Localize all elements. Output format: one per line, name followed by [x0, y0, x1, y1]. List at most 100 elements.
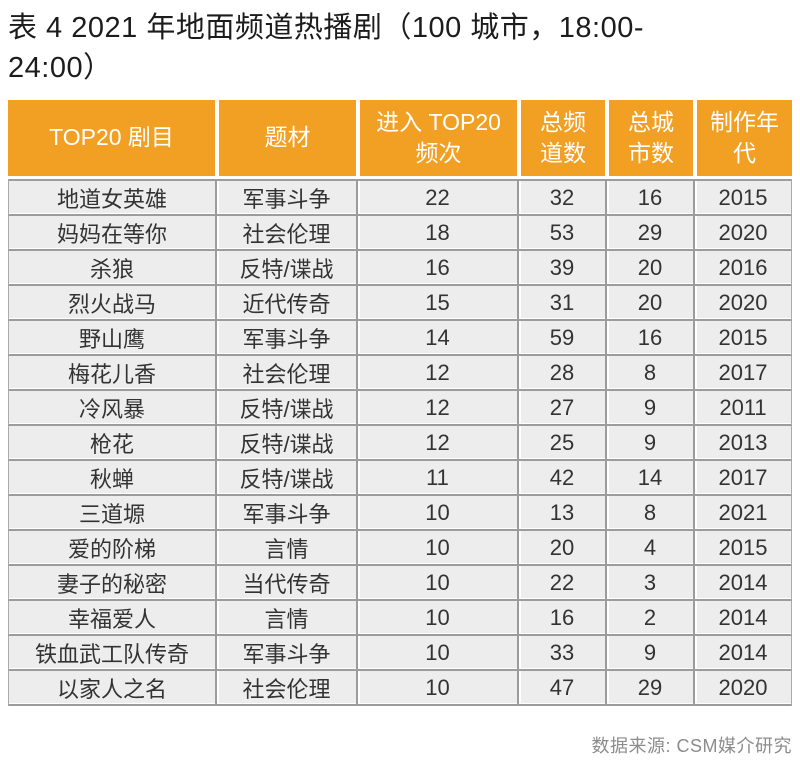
cell-top20-frequency: 10: [356, 636, 517, 671]
cell-genre: 社会伦理: [215, 671, 356, 706]
cell-production-year: 2015: [693, 321, 792, 356]
cell-production-year: 2017: [693, 356, 792, 391]
cell-total-channels: 53: [517, 216, 605, 251]
cell-genre: 社会伦理: [215, 216, 356, 251]
cell-genre: 近代传奇: [215, 286, 356, 321]
cell-total-cities: 9: [605, 636, 693, 671]
cell-production-year: 2013: [693, 426, 792, 461]
table-row: 烈火战马 近代传奇 15 31 20 2020: [8, 286, 792, 321]
header-production-year: 制作年 代: [693, 100, 792, 179]
cell-total-cities: 9: [605, 391, 693, 426]
cell-production-year: 2020: [693, 671, 792, 706]
cell-drama-title: 枪花: [8, 426, 215, 461]
cell-top20-frequency: 16: [356, 251, 517, 286]
header-total-channels: 总频 道数: [517, 100, 605, 179]
cell-top20-frequency: 10: [356, 566, 517, 601]
cell-total-cities: 4: [605, 531, 693, 566]
cell-total-channels: 22: [517, 566, 605, 601]
cell-production-year: 2017: [693, 461, 792, 496]
cell-total-channels: 28: [517, 356, 605, 391]
cell-top20-frequency: 15: [356, 286, 517, 321]
cell-top20-frequency: 10: [356, 531, 517, 566]
header-drama-title: TOP20 剧目: [8, 100, 215, 179]
cell-top20-frequency: 10: [356, 671, 517, 706]
cell-drama-title: 三道塬: [8, 496, 215, 531]
cell-genre: 社会伦理: [215, 356, 356, 391]
cell-drama-title: 以家人之名: [8, 671, 215, 706]
cell-production-year: 2014: [693, 636, 792, 671]
cell-total-channels: 31: [517, 286, 605, 321]
cell-genre: 当代传奇: [215, 566, 356, 601]
cell-total-channels: 25: [517, 426, 605, 461]
cell-total-channels: 47: [517, 671, 605, 706]
cell-genre: 言情: [215, 601, 356, 636]
cell-total-cities: 16: [605, 321, 693, 356]
cell-total-channels: 32: [517, 179, 605, 216]
header-top20-frequency: 进入 TOP20 频次: [356, 100, 517, 179]
cell-genre: 军事斗争: [215, 179, 356, 216]
cell-genre: 反特/谍战: [215, 251, 356, 286]
cell-genre: 军事斗争: [215, 321, 356, 356]
table-row: 幸福爱人 言情 10 16 2 2014: [8, 601, 792, 636]
hot-drama-table: TOP20 剧目 题材 进入 TOP20 频次 总频 道数 总城 市数 制作年 …: [8, 100, 792, 706]
table-title-line2: 24:00）: [8, 52, 113, 84]
cell-total-cities: 20: [605, 251, 693, 286]
cell-total-channels: 33: [517, 636, 605, 671]
cell-drama-title: 铁血武工队传奇: [8, 636, 215, 671]
cell-drama-title: 幸福爱人: [8, 601, 215, 636]
cell-total-channels: 13: [517, 496, 605, 531]
cell-drama-title: 妈妈在等你: [8, 216, 215, 251]
table-title-line1: 表 4 2021 年地面频道热播剧（100 城市，18:00-: [8, 12, 644, 44]
cell-drama-title: 爱的阶梯: [8, 531, 215, 566]
cell-genre: 言情: [215, 531, 356, 566]
cell-total-cities: 8: [605, 356, 693, 391]
cell-total-cities: 20: [605, 286, 693, 321]
table-header-row: TOP20 剧目 题材 进入 TOP20 频次 总频 道数 总城 市数 制作年 …: [8, 100, 792, 179]
cell-total-cities: 2: [605, 601, 693, 636]
table-row: 秋蝉 反特/谍战 11 42 14 2017: [8, 461, 792, 496]
cell-production-year: 2014: [693, 601, 792, 636]
table-row: 野山鹰 军事斗争 14 59 16 2015: [8, 321, 792, 356]
cell-top20-frequency: 22: [356, 179, 517, 216]
cell-genre: 反特/谍战: [215, 391, 356, 426]
table-row: 铁血武工队传奇 军事斗争 10 33 9 2014: [8, 636, 792, 671]
table-row: 梅花儿香 社会伦理 12 28 8 2017: [8, 356, 792, 391]
table-row: 冷风暴 反特/谍战 12 27 9 2011: [8, 391, 792, 426]
table-row: 爱的阶梯 言情 10 20 4 2015: [8, 531, 792, 566]
header-total-cities: 总城 市数: [605, 100, 693, 179]
table-title: 表 4 2021 年地面频道热播剧（100 城市，18:00- 24:00）: [8, 8, 792, 88]
cell-total-cities: 3: [605, 566, 693, 601]
table-row: 妻子的秘密 当代传奇 10 22 3 2014: [8, 566, 792, 601]
table-row: 妈妈在等你 社会伦理 18 53 29 2020: [8, 216, 792, 251]
cell-genre: 军事斗争: [215, 496, 356, 531]
cell-total-cities: 14: [605, 461, 693, 496]
table-row: 以家人之名 社会伦理 10 47 29 2020: [8, 671, 792, 706]
cell-drama-title: 杀狼: [8, 251, 215, 286]
cell-production-year: 2014: [693, 566, 792, 601]
cell-top20-frequency: 18: [356, 216, 517, 251]
cell-drama-title: 烈火战马: [8, 286, 215, 321]
cell-production-year: 2020: [693, 216, 792, 251]
cell-total-cities: 29: [605, 671, 693, 706]
cell-total-channels: 42: [517, 461, 605, 496]
cell-top20-frequency: 11: [356, 461, 517, 496]
cell-total-cities: 29: [605, 216, 693, 251]
table-row: 杀狼 反特/谍战 16 39 20 2016: [8, 251, 792, 286]
cell-drama-title: 秋蝉: [8, 461, 215, 496]
cell-total-channels: 39: [517, 251, 605, 286]
cell-production-year: 2016: [693, 251, 792, 286]
cell-drama-title: 地道女英雄: [8, 179, 215, 216]
cell-production-year: 2011: [693, 391, 792, 426]
cell-total-cities: 9: [605, 426, 693, 461]
cell-production-year: 2021: [693, 496, 792, 531]
cell-total-channels: 20: [517, 531, 605, 566]
cell-top20-frequency: 10: [356, 601, 517, 636]
cell-total-channels: 27: [517, 391, 605, 426]
table-row: 三道塬 军事斗争 10 13 8 2021: [8, 496, 792, 531]
table-row: 地道女英雄 军事斗争 22 32 16 2015: [8, 179, 792, 216]
header-genre: 题材: [215, 100, 356, 179]
cell-production-year: 2015: [693, 531, 792, 566]
cell-top20-frequency: 12: [356, 426, 517, 461]
cell-production-year: 2020: [693, 286, 792, 321]
